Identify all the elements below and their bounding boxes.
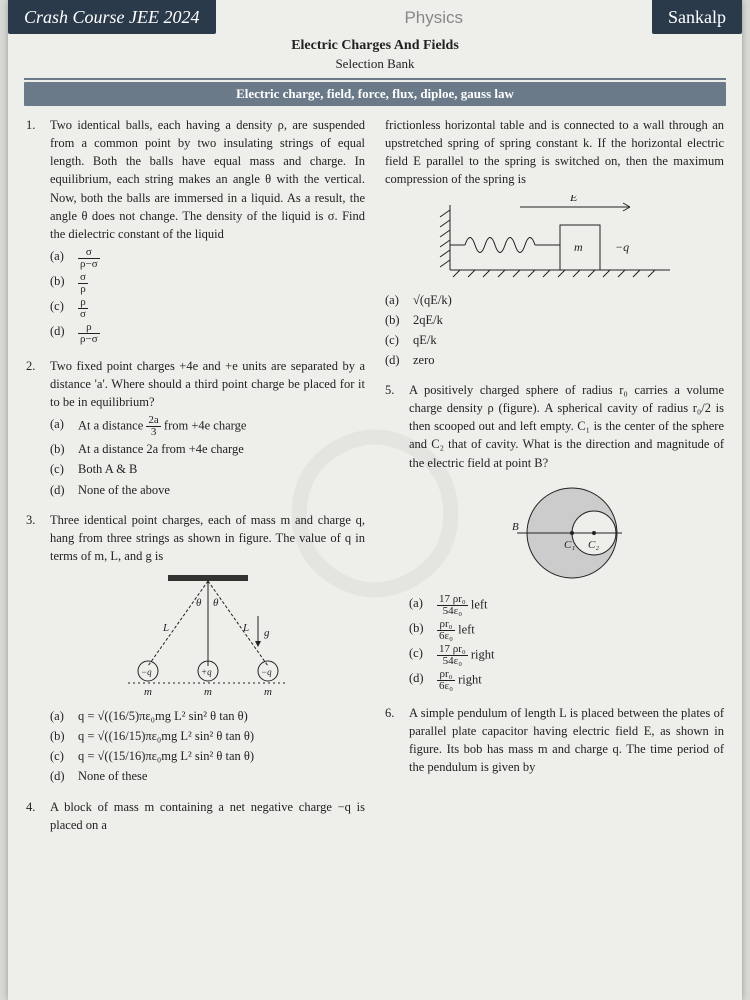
- option-d: (d)ρr₀6ε₀ right: [409, 669, 724, 692]
- question-text: A simple pendulum of length L is placed …: [409, 706, 724, 774]
- options: (a)σρ−σ (b)σρ (c)ρσ (d)ρρ−σ: [50, 247, 365, 345]
- option-b: (b)At a distance 2a from +4e charge: [50, 440, 365, 458]
- option-c: (c)17 ρr₀54ε₀ right: [409, 644, 724, 667]
- options: (a)q = √((16/5)πε₀mg L² sin² θ tan θ) (b…: [50, 707, 365, 786]
- svg-text:E: E: [569, 195, 578, 204]
- question-6: 6. A simple pendulum of length L is plac…: [385, 704, 724, 777]
- question-number: 4.: [26, 798, 50, 834]
- course-title: Crash Course JEE 2024: [8, 0, 216, 34]
- question-text: Two identical balls, each having a densi…: [50, 118, 365, 241]
- option-b: (b)q = √((16/15)πε₀mg L² sin² θ tan θ): [50, 727, 365, 745]
- option-c: (c)qE/k: [385, 331, 724, 349]
- question-text: A block of mass m containing a net negat…: [50, 800, 365, 832]
- section-bar: Electric charge, field, force, flux, dip…: [24, 82, 726, 106]
- question-text: Three identical point charges, each of m…: [50, 513, 365, 563]
- option-a: (a)17 ρr₀54ε₀ left: [409, 594, 724, 617]
- question-body: A block of mass m containing a net negat…: [50, 798, 365, 834]
- question-text: frictionless horizontal table and is con…: [385, 118, 724, 186]
- svg-text:m: m: [264, 686, 272, 698]
- question-body: A simple pendulum of length L is placed …: [409, 704, 724, 777]
- question-body: Two identical balls, each having a densi…: [50, 116, 365, 347]
- question-text: A positively charged sphere of radius r₀…: [409, 383, 724, 470]
- svg-text:C₁: C₁: [564, 539, 575, 551]
- option-d: (d)None of the above: [50, 481, 365, 499]
- left-column: 1. Two identical balls, each having a de…: [26, 116, 365, 844]
- option-a: (a)√(qE/k): [385, 291, 724, 309]
- svg-text:B: B: [512, 521, 519, 533]
- svg-text:θ: θ: [213, 597, 219, 609]
- svg-text:−q: −q: [141, 667, 152, 677]
- question-body: Three identical point charges, each of m…: [50, 511, 365, 788]
- bank-label: Selection Bank: [8, 56, 742, 72]
- option-d: (d)ρρ−σ: [50, 322, 365, 345]
- question-number: 3.: [26, 511, 50, 788]
- svg-text:m: m: [144, 686, 152, 698]
- content-columns: 1. Two identical balls, each having a de…: [8, 116, 742, 844]
- question-2: 2. Two fixed point charges +4e and +e un…: [26, 357, 365, 501]
- question-number: 5.: [385, 381, 409, 694]
- question-text: Two fixed point charges +4e and +e units…: [50, 359, 365, 409]
- page: ◯ Crash Course JEE 2024 Physics Sankalp …: [8, 0, 742, 1000]
- right-column: frictionless horizontal table and is con…: [385, 116, 724, 844]
- question-4-cont: frictionless horizontal table and is con…: [385, 116, 724, 371]
- options: (a)17 ρr₀54ε₀ left (b)ρr₀6ε₀ left (c)17 …: [409, 594, 724, 692]
- option-c: (c)ρσ: [50, 297, 365, 320]
- question-3: 3. Three identical point charges, each o…: [26, 511, 365, 788]
- question-body: A positively charged sphere of radius r₀…: [409, 381, 724, 694]
- top-bar: Crash Course JEE 2024 Physics Sankalp: [8, 0, 742, 34]
- question-5: 5. A positively charged sphere of radius…: [385, 381, 724, 694]
- question-number: 2.: [26, 357, 50, 501]
- svg-text:m: m: [574, 240, 583, 254]
- question-4: 4. A block of mass m containing a net ne…: [26, 798, 365, 834]
- sphere-figure: B C₁ C₂: [492, 478, 642, 588]
- question-body: frictionless horizontal table and is con…: [385, 116, 724, 371]
- option-a: (a)q = √((16/5)πε₀mg L² sin² θ tan θ): [50, 707, 365, 725]
- question-number: 6.: [385, 704, 409, 777]
- svg-text:−q: −q: [261, 667, 272, 677]
- option-b: (b)ρr₀6ε₀ left: [409, 619, 724, 642]
- subject-label: Physics: [216, 0, 653, 34]
- option-a: (a)At a distance 2a3 from +4e charge: [50, 415, 365, 438]
- svg-text:C₂: C₂: [588, 539, 599, 551]
- brand-label: Sankalp: [652, 0, 742, 34]
- question-1: 1. Two identical balls, each having a de…: [26, 116, 365, 347]
- option-b: (b)2qE/k: [385, 311, 724, 329]
- option-c: (c)Both A & B: [50, 460, 365, 478]
- svg-text:+q: +q: [201, 667, 212, 677]
- divider: [24, 78, 726, 80]
- svg-text:L: L: [242, 622, 249, 634]
- option-a: (a)σρ−σ: [50, 247, 365, 270]
- question-body: Two fixed point charges +4e and +e units…: [50, 357, 365, 501]
- options: (a)At a distance 2a3 from +4e charge (b)…: [50, 415, 365, 498]
- options: (a)√(qE/k) (b)2qE/k (c)qE/k (d)zero: [385, 291, 724, 370]
- pendulum-figure: θ θ L L g −q +q −q: [98, 571, 318, 701]
- svg-text:−q: −q: [615, 240, 629, 254]
- option-b: (b)σρ: [50, 272, 365, 295]
- question-number: 1.: [26, 116, 50, 347]
- chapter-title: Electric Charges And Fields: [8, 38, 742, 54]
- svg-text:θ: θ: [196, 597, 202, 609]
- spring-figure: E m −q: [430, 195, 680, 285]
- option-c: (c)q = √((15/16)πε₀mg L² sin² θ tan θ): [50, 747, 365, 765]
- svg-text:m: m: [204, 686, 212, 698]
- svg-text:L: L: [162, 622, 169, 634]
- option-d: (d)None of these: [50, 767, 365, 785]
- svg-text:g: g: [264, 627, 270, 639]
- option-d: (d)zero: [385, 351, 724, 369]
